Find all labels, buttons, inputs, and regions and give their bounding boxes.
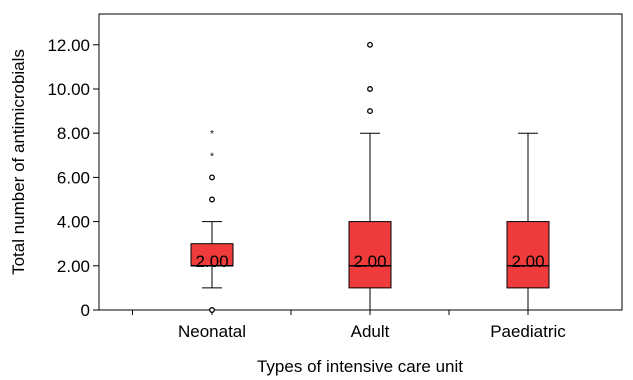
boxes: 2.00 * * 2.00 2.00 <box>190 41 550 313</box>
x-axis: Neonatal Adult Paediatric <box>132 310 566 341</box>
box-adult: 2.00 <box>348 41 392 311</box>
x-axis-title: Types of intensive care unit <box>257 357 463 376</box>
y-tick-label: 6.00 <box>57 168 90 187</box>
x-tick-label: Paediatric <box>490 322 566 341</box>
iqr-box <box>348 221 392 289</box>
outlier-marker <box>209 196 215 203</box>
y-tick-label: 2.00 <box>57 257 90 276</box>
box-paediatric: 2.00 <box>506 132 550 311</box>
iqr-box <box>506 221 550 289</box>
median-label: 2.00 <box>195 252 228 271</box>
y-tick-label: 8.00 <box>57 124 90 143</box>
box-neonatal: 2.00 * * <box>190 129 234 313</box>
outlier-marker <box>367 41 373 48</box>
y-tick-label: 10.00 <box>47 80 90 99</box>
x-tick-label: Neonatal <box>178 322 246 341</box>
extreme-outlier-marker: * <box>210 151 214 162</box>
y-tick-label: 0 <box>81 301 90 320</box>
y-axis-title: Total number of antimicrobials <box>9 49 28 275</box>
outlier-marker <box>209 307 215 313</box>
median-label: 2.00 <box>511 252 544 271</box>
outlier-marker <box>367 108 373 115</box>
outlier-marker <box>367 86 373 92</box>
y-tick-label: 12.00 <box>47 36 90 55</box>
extreme-outlier-marker: * <box>210 129 214 140</box>
median-label: 2.00 <box>353 252 386 271</box>
y-tick-label: 4.00 <box>57 213 90 232</box>
y-axis: 0 2.00 4.00 6.00 8.00 10.00 12.00 <box>47 36 99 320</box>
outlier-marker <box>209 174 215 181</box>
x-tick-label: Adult <box>351 322 390 341</box>
